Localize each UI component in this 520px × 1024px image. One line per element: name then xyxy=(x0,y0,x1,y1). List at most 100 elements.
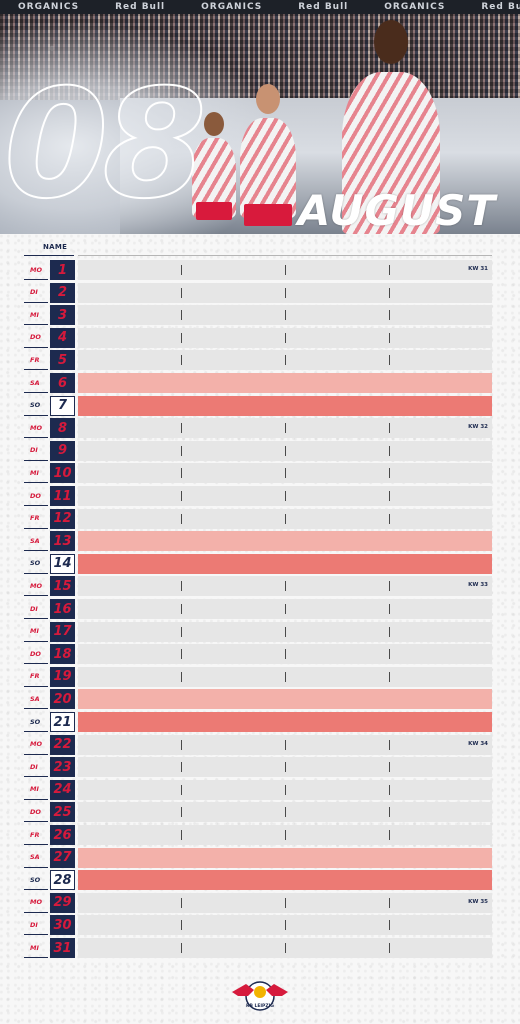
column-divider xyxy=(285,739,286,750)
entry-cell[interactable] xyxy=(78,689,492,710)
banner-text: ORGANICS xyxy=(384,2,446,12)
day-row: DI 30 xyxy=(0,915,520,936)
entry-cell[interactable] xyxy=(78,712,492,732)
entry-cell[interactable] xyxy=(78,508,492,529)
column-divider xyxy=(389,491,390,501)
column-divider xyxy=(285,671,286,682)
day-number: 30 xyxy=(50,915,75,936)
column-divider xyxy=(389,920,390,931)
day-number: 10 xyxy=(50,463,75,484)
column-divider xyxy=(285,830,286,840)
day-row: DO 18 xyxy=(0,644,520,665)
column-divider xyxy=(389,830,390,840)
column-divider xyxy=(181,943,182,953)
column-divider xyxy=(389,897,390,908)
column-divider xyxy=(285,265,286,275)
column-divider xyxy=(389,355,390,366)
weekday-label: FR xyxy=(24,667,48,687)
name-underline xyxy=(78,255,492,256)
weekday-label: MI xyxy=(24,305,48,326)
entry-cell[interactable] xyxy=(78,938,492,958)
column-divider xyxy=(181,581,182,592)
column-divider xyxy=(285,445,286,456)
header-photo: ORGANICS Red Bull ORGANICS Red Bull ORGANICS… xyxy=(0,0,520,234)
entry-cell[interactable] xyxy=(78,779,492,800)
entry-cell[interactable] xyxy=(78,915,492,936)
entry-cell[interactable] xyxy=(78,395,492,416)
day-number: 22 xyxy=(50,734,75,755)
calendar-grid: NAME MO 1 KW 31 DI 2 MI 3 DO 4 FR 5 SA 6 SO 7 MO 8 KW 32 D… xyxy=(0,234,520,1024)
entry-cell[interactable] xyxy=(78,418,492,439)
name-label: NAME xyxy=(43,243,68,251)
entry-cell[interactable] xyxy=(78,644,492,665)
stadium-banner: ORGANICS Red Bull ORGANICS Red Bull ORGANICS… xyxy=(0,0,520,14)
entry-cell[interactable] xyxy=(78,463,492,484)
day-row: MI 24 xyxy=(0,779,520,800)
entry-cell[interactable] xyxy=(78,576,492,597)
weekday-label: DI xyxy=(24,283,48,303)
logo-text: RB LEIPZIG xyxy=(246,1003,274,1009)
column-divider xyxy=(389,739,390,750)
day-row: MI 10 xyxy=(0,463,520,484)
entry-cell[interactable] xyxy=(78,350,492,371)
column-divider xyxy=(285,581,286,592)
day-row: DI 9 xyxy=(0,440,520,461)
day-number: 15 xyxy=(50,576,75,597)
day-number: 9 xyxy=(50,440,75,461)
entry-cell[interactable] xyxy=(78,260,492,280)
day-row: SO 14 xyxy=(0,553,520,574)
day-row: SA 13 xyxy=(0,531,520,552)
day-row: MO 15 KW 33 xyxy=(0,576,520,597)
entry-cell[interactable] xyxy=(78,757,492,778)
calendar-week-label: KW 33 xyxy=(468,582,488,589)
entry-cell[interactable] xyxy=(78,734,492,755)
entry-cell[interactable] xyxy=(78,553,492,574)
column-divider xyxy=(181,513,182,524)
entry-cell[interactable] xyxy=(78,847,492,868)
entry-cell[interactable] xyxy=(78,282,492,303)
weekday-label: DI xyxy=(24,757,48,778)
day-number: 19 xyxy=(50,666,75,687)
weekday-label: MI xyxy=(24,780,48,800)
column-divider xyxy=(181,445,182,456)
column-divider xyxy=(285,604,286,614)
day-row: MI 17 xyxy=(0,621,520,642)
entry-cell[interactable] xyxy=(78,305,492,326)
entry-cell[interactable] xyxy=(78,870,492,891)
entry-cell[interactable] xyxy=(78,892,492,913)
day-number: 8 xyxy=(50,418,75,439)
calendar-week-label: KW 32 xyxy=(468,424,488,431)
entry-cell[interactable] xyxy=(78,802,492,823)
day-number: 29 xyxy=(50,892,75,913)
column-divider xyxy=(181,671,182,682)
entry-cell[interactable] xyxy=(78,486,492,506)
weekday-label: DO xyxy=(24,802,48,823)
entry-cell[interactable] xyxy=(78,373,492,393)
column-divider xyxy=(181,355,182,366)
column-divider xyxy=(285,310,286,321)
entry-cell[interactable] xyxy=(78,531,492,552)
entry-cell[interactable] xyxy=(78,666,492,687)
column-divider xyxy=(285,491,286,501)
entry-cell[interactable] xyxy=(78,599,492,619)
name-underline-left xyxy=(24,255,74,256)
entry-cell[interactable] xyxy=(78,825,492,845)
entry-cell[interactable] xyxy=(78,621,492,642)
day-row: FR 5 xyxy=(0,350,520,371)
name-header-row: NAME xyxy=(0,234,520,256)
weekday-label: MO xyxy=(24,260,48,280)
column-divider xyxy=(181,739,182,750)
entry-cell[interactable] xyxy=(78,440,492,461)
column-divider xyxy=(285,355,286,366)
column-divider xyxy=(181,920,182,931)
day-number: 4 xyxy=(50,327,75,348)
weekday-label: SO xyxy=(24,554,48,574)
weekday-label: DI xyxy=(24,441,48,461)
column-divider xyxy=(389,423,390,434)
weekday-label: MO xyxy=(24,418,48,439)
column-divider xyxy=(181,310,182,321)
column-divider xyxy=(285,784,286,795)
day-number: 12 xyxy=(50,508,75,529)
column-divider xyxy=(389,581,390,592)
entry-cell[interactable] xyxy=(78,327,492,348)
